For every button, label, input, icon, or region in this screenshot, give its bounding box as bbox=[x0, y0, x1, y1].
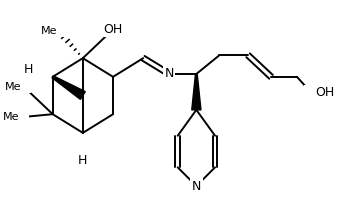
Polygon shape bbox=[192, 74, 201, 110]
Text: OH: OH bbox=[306, 86, 325, 99]
Text: OH: OH bbox=[316, 86, 335, 99]
Text: N: N bbox=[164, 67, 174, 80]
Text: H: H bbox=[24, 63, 33, 76]
Text: Me: Me bbox=[13, 82, 29, 92]
Text: Me: Me bbox=[5, 82, 21, 92]
Text: H: H bbox=[78, 154, 88, 167]
Text: N: N bbox=[192, 180, 201, 193]
Text: Me: Me bbox=[3, 112, 20, 122]
Polygon shape bbox=[52, 76, 85, 100]
Text: Me: Me bbox=[11, 112, 28, 122]
Text: H: H bbox=[24, 63, 33, 76]
Text: OH: OH bbox=[103, 23, 123, 36]
Text: N: N bbox=[164, 67, 174, 80]
Text: H: H bbox=[78, 154, 88, 167]
Text: N: N bbox=[192, 180, 201, 193]
Text: Me: Me bbox=[49, 26, 65, 36]
Text: Me: Me bbox=[41, 26, 57, 36]
Text: OH: OH bbox=[103, 23, 123, 36]
